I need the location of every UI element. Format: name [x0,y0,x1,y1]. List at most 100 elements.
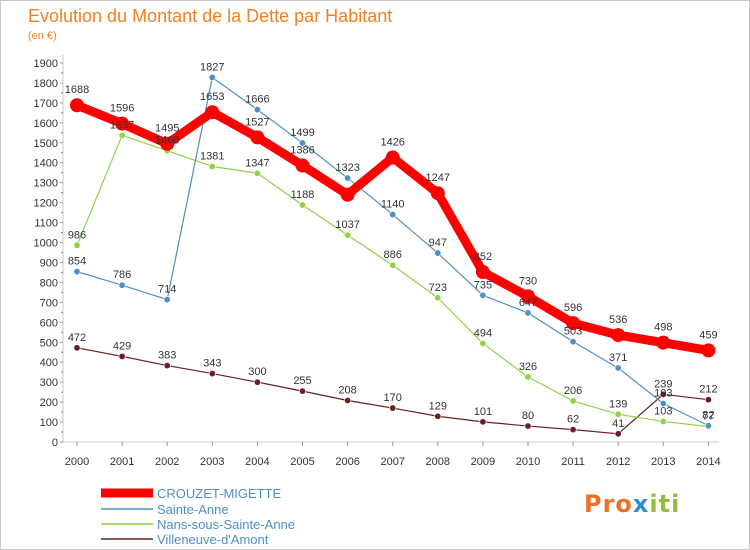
data-label-villeneuve-d-amont: 101 [474,406,492,418]
data-point-crouzet-migette [430,186,445,201]
data-label-crouzet-migette: 1688 [65,84,89,96]
x-tick-label: 2002 [155,456,179,468]
data-label-villeneuve-d-amont: 472 [68,332,86,344]
y-tick-label: 1000 [34,238,58,250]
data-point-villeneuve-d-amont [614,430,622,438]
legend-item-sainte-anne: Sainte-Anne [101,501,229,517]
y-tick-label: 100 [40,417,58,429]
data-label-sainte-anne: 647 [519,297,537,309]
y-tick-label: 200 [40,397,58,409]
data-point-nans-sous-sainte-anne [344,231,352,239]
x-tick-label: 2001 [110,456,134,468]
data-label-nans-sous-sainte-anne: 723 [429,282,447,294]
data-point-sainte-anne [344,174,352,182]
x-tick-label: 2003 [200,456,224,468]
data-label-nans-sous-sainte-anne: 206 [564,385,582,397]
data-point-crouzet-migette [70,98,84,113]
data-point-sainte-anne [208,74,216,82]
data-point-nans-sous-sainte-anne [659,417,667,425]
chart-title: Evolution du Montant de la Dette par Hab… [28,6,393,26]
data-point-villeneuve-d-amont [569,426,577,434]
x-tick-label: 2013 [651,456,675,468]
legend-swatch-nans-sous-sainte-anne [101,523,153,525]
data-label-villeneuve-d-amont: 300 [248,366,266,378]
data-label-sainte-anne: 1666 [245,94,269,106]
data-label-nans-sous-sainte-anne: 1037 [335,219,359,231]
data-label-villeneuve-d-amont: 343 [203,358,221,370]
data-point-crouzet-migette [340,187,355,202]
data-label-nans-sous-sainte-anne: 326 [519,361,537,373]
data-point-nans-sous-sainte-anne [524,373,532,381]
data-label-crouzet-migette: 1653 [200,91,224,103]
x-tick-label: 2008 [426,456,450,468]
data-label-nans-sous-sainte-anne: 1460 [155,135,179,147]
x-tick-label: 2014 [696,456,720,468]
data-label-nans-sous-sainte-anne: 1347 [245,157,269,169]
y-tick-label: 700 [40,297,58,309]
data-point-villeneuve-d-amont [659,390,667,398]
data-point-villeneuve-d-amont [73,344,81,352]
data-point-nans-sous-sainte-anne [298,201,306,209]
data-point-sainte-anne [614,364,622,372]
x-tick-label: 2011 [561,456,585,468]
data-point-villeneuve-d-amont [118,352,126,360]
data-label-sainte-anne: 714 [158,284,176,296]
data-point-villeneuve-d-amont [344,397,352,405]
y-tick-label: 1900 [34,58,58,70]
data-point-villeneuve-d-amont [253,378,261,386]
data-label-crouzet-migette: 730 [519,275,537,287]
y-tick-label: 1100 [34,218,58,230]
y-tick-label: 1300 [34,178,58,190]
y-tick-label: 0 [52,437,58,449]
y-tick-label: 500 [40,337,58,349]
data-label-nans-sous-sainte-anne: 139 [609,398,627,410]
legend-label: CROUZET-MIGETTE [157,485,282,501]
data-label-nans-sous-sainte-anne: 1537 [110,119,134,131]
data-label-villeneuve-d-amont: 129 [429,400,447,412]
data-label-villeneuve-d-amont: 255 [293,375,311,387]
y-tick-label: 600 [40,317,58,329]
x-tick-label: 2006 [335,456,359,468]
data-point-villeneuve-d-amont [704,396,712,404]
legend-item-nans-sous-sainte-anne: Nans-sous-Sainte-Anne [101,516,295,532]
data-point-nans-sous-sainte-anne [253,169,261,177]
data-label-villeneuve-d-amont: 239 [654,378,672,390]
legend-label: Villeneuve-d'Amont [157,531,269,547]
data-point-villeneuve-d-amont [479,418,487,426]
data-point-nans-sous-sainte-anne [569,397,577,405]
data-label-crouzet-migette: 1596 [110,103,134,115]
data-label-sainte-anne: 1499 [290,127,314,139]
x-tick-label: 2009 [471,456,495,468]
data-label-nans-sous-sainte-anne: 1188 [291,189,315,201]
data-point-crouzet-migette [115,116,130,131]
data-label-sainte-anne: 854 [68,256,86,268]
data-label-sainte-anne: 1323 [335,162,359,174]
y-tick-label: 300 [40,377,58,389]
data-point-crouzet-migette [475,265,490,280]
x-tick-label: 2012 [606,456,630,468]
data-label-sainte-anne: 1827 [200,62,224,74]
data-point-sainte-anne [163,296,171,304]
x-tick-label: 2004 [245,456,269,468]
data-label-crouzet-migette: 536 [609,314,627,326]
data-point-sainte-anne [434,249,442,257]
data-label-crouzet-migette: 498 [654,322,672,334]
data-label-crouzet-migette: 852 [474,251,492,263]
data-point-crouzet-migette [611,328,626,343]
data-point-nans-sous-sainte-anne [208,162,216,170]
data-point-nans-sous-sainte-anne [434,294,442,302]
data-label-nans-sous-sainte-anne: 1381 [200,150,224,162]
data-point-sainte-anne [253,106,261,114]
y-tick-label: 900 [40,257,58,269]
data-point-crouzet-migette [295,158,310,173]
data-point-villeneuve-d-amont [208,370,216,378]
data-point-crouzet-migette [160,136,175,151]
data-point-villeneuve-d-amont [434,412,442,420]
data-point-sainte-anne [389,211,397,219]
data-label-villeneuve-d-amont: 429 [113,340,131,352]
data-label-nans-sous-sainte-anne: 77 [702,411,714,423]
data-label-villeneuve-d-amont: 212 [699,384,717,396]
data-label-nans-sous-sainte-anne: 103 [654,405,672,417]
y-tick-label: 1700 [34,98,58,110]
data-label-sainte-anne: 947 [429,237,447,249]
